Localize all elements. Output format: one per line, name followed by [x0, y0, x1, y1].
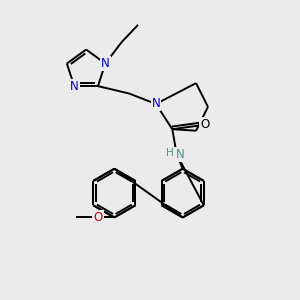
Text: H: H — [166, 148, 174, 158]
Text: N: N — [152, 98, 160, 110]
Text: N: N — [70, 80, 79, 93]
Text: N: N — [101, 57, 110, 70]
Text: N: N — [176, 148, 185, 161]
Text: O: O — [93, 211, 103, 224]
Text: O: O — [200, 118, 210, 131]
